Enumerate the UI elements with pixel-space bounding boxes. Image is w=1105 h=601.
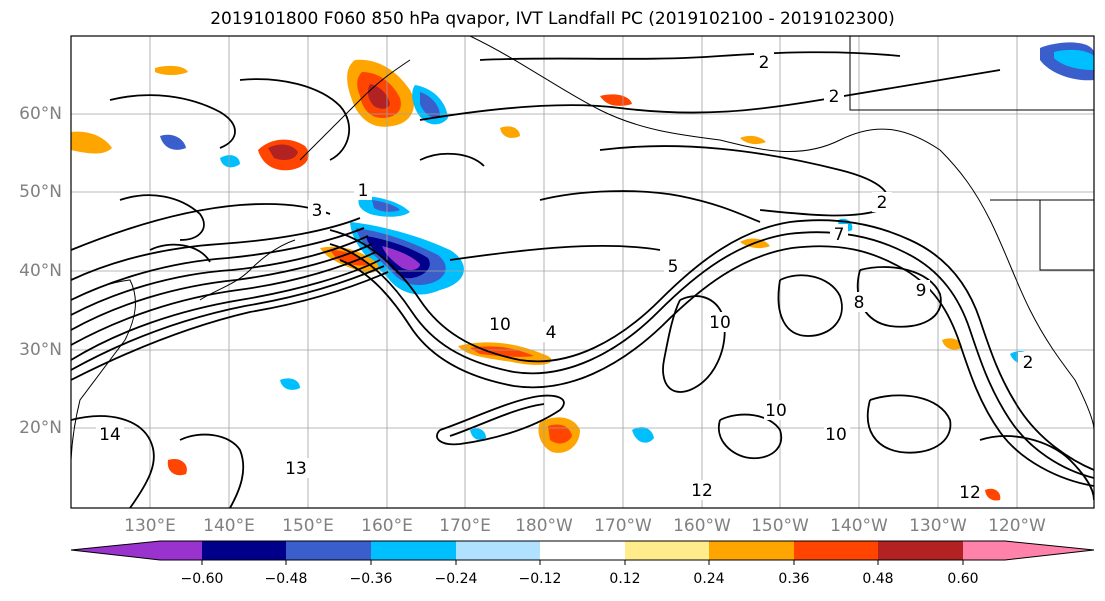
contour-label: 10	[825, 425, 847, 445]
lat-tick-label: 30°N	[19, 340, 62, 360]
colorbar-tick-label: −0.48	[264, 571, 308, 587]
lon-tick-label: 160°E	[361, 516, 413, 536]
lon-tick-label: 180°W	[515, 516, 573, 536]
coastlines	[71, 36, 1094, 461]
colorbar-bin	[794, 541, 878, 560]
lon-tick-label: 170°E	[439, 516, 491, 536]
colorbar-bin	[371, 541, 456, 560]
colorbar-bin	[456, 541, 540, 560]
colorbar-bin	[878, 541, 963, 560]
lon-tick-label: 130°E	[124, 516, 176, 536]
colorbar-tick-label: 0.24	[693, 571, 725, 587]
contour-label: 3	[312, 201, 323, 221]
lat-tick-label: 60°N	[19, 104, 62, 124]
contour-label: 10	[489, 315, 511, 335]
lon-tick-label: 150°E	[282, 516, 334, 536]
contour-label: 14	[99, 425, 121, 445]
contour-label: 9	[916, 281, 927, 301]
colorbar-bin	[709, 541, 794, 560]
lon-tick-label: 160°W	[673, 516, 731, 536]
contour-label: 2	[877, 193, 888, 213]
colorbar-tick-label: 0.36	[778, 571, 810, 587]
colorbar	[70, 540, 1095, 565]
colorbar-bin	[625, 541, 709, 560]
contour-label: 4	[546, 323, 557, 343]
contour-label: 10	[765, 401, 787, 421]
colorbar-tick-label: 0.48	[862, 571, 894, 587]
contour-label: 7	[834, 225, 845, 245]
contour-label: 2	[1023, 353, 1034, 373]
contour-labels: 2 2 2 2 3 4 5 7 8 9 10 10 10 10	[96, 52, 1038, 503]
colorbar-max-extend	[1005, 541, 1094, 560]
lon-tick-label: 130°W	[909, 516, 967, 536]
map-background	[71, 36, 1094, 508]
colorbar-bin	[540, 541, 625, 560]
colorbar-outline	[70, 540, 1095, 561]
colorbar-min-extend	[71, 541, 160, 560]
colorbar-tick-label: −0.36	[349, 571, 393, 587]
colorbar-tick-label: 0.60	[947, 571, 979, 587]
lon-tick-label: 140°W	[830, 516, 888, 536]
lat-tick-label: 50°N	[19, 182, 62, 202]
figure-title: 2019101800 F060 850 hPa qvapor, IVT Land…	[210, 9, 895, 29]
lon-tick-label: 120°W	[988, 516, 1046, 536]
colorbar-bin	[286, 541, 371, 560]
qvapor-shading	[71, 42, 1094, 501]
contour-label: 10	[709, 313, 731, 333]
lon-tick-label: 170°W	[594, 516, 652, 536]
lat-tick-label: 40°N	[19, 261, 62, 281]
contour-label: 12	[959, 483, 981, 503]
colorbar-tick-label: −0.12	[518, 571, 562, 587]
contour-label: 2	[759, 53, 770, 73]
ivt-contours	[71, 51, 1094, 508]
contour-label: 2	[829, 87, 840, 107]
colorbar-tick-label: −0.60	[180, 571, 224, 587]
contour-label: 5	[668, 257, 679, 277]
colorbar-tick-label: −0.24	[434, 571, 478, 587]
lat-tick-label: 20°N	[19, 418, 62, 438]
colorbar-bin	[202, 541, 286, 560]
graticule	[71, 36, 1094, 508]
lon-tick-label: 150°W	[751, 516, 809, 536]
map-frame	[70, 35, 1095, 509]
lon-tick-label: 140°E	[203, 516, 255, 536]
colorbar-tick-label: 0.12	[609, 571, 641, 587]
contour-label: 8	[854, 293, 865, 313]
contour-label: 13	[285, 459, 307, 479]
contour-label: 1	[358, 181, 369, 201]
contour-label: 12	[691, 481, 713, 501]
